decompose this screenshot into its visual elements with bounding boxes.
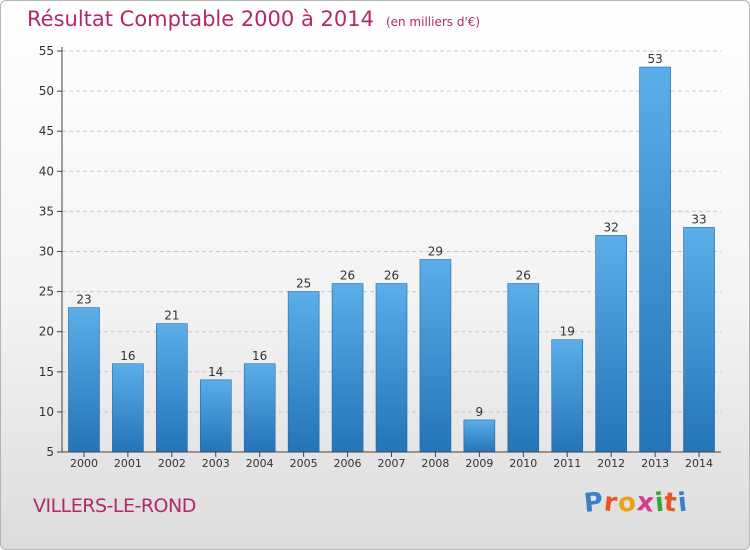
data-label: 26	[516, 269, 531, 283]
chart-title: Résultat Comptable 2000 à 2014 (en millie…	[27, 7, 480, 31]
data-label: 9	[476, 405, 484, 419]
bar	[375, 283, 408, 453]
x-tick-label: 2011	[553, 457, 581, 470]
proxiti-logo: Proxiti	[582, 487, 690, 519]
bar	[287, 291, 320, 453]
data-label: 14	[208, 365, 223, 379]
y-tick-label: 40	[39, 164, 54, 178]
x-tick-label: 2001	[114, 457, 142, 470]
bar	[595, 235, 627, 453]
bar	[112, 363, 144, 453]
y-tick-label: 55	[39, 44, 54, 58]
data-label: 16	[120, 349, 135, 363]
bar	[507, 283, 540, 453]
data-label: 26	[340, 269, 355, 283]
data-label: 26	[384, 269, 399, 283]
commune-name: VILLERS-LE-ROND	[33, 495, 196, 517]
data-label: 16	[252, 349, 267, 363]
bar	[199, 379, 232, 453]
y-tick-label: 20	[39, 325, 54, 339]
x-tick-label: 2005	[290, 457, 318, 470]
data-label: 21	[164, 309, 179, 323]
data-label: 25	[296, 277, 311, 291]
bar	[639, 66, 671, 453]
data-label: 53	[647, 52, 662, 66]
y-tick-label: 5	[46, 445, 54, 459]
bar	[156, 323, 188, 453]
x-tick-label: 2012	[597, 457, 625, 470]
logo-letter: i	[676, 487, 690, 519]
bar	[331, 283, 364, 453]
x-tick-label: 2009	[465, 457, 493, 470]
y-tick-label: 45	[39, 124, 54, 138]
data-label: 23	[76, 293, 91, 307]
y-tick-label: 35	[39, 204, 54, 218]
bar	[683, 227, 715, 453]
x-tick-label: 2007	[378, 457, 406, 470]
y-tick-label: 15	[39, 365, 54, 379]
title-text: Résultat Comptable 2000 à 2014	[27, 7, 374, 31]
bar	[463, 419, 496, 453]
bar	[551, 339, 584, 453]
data-label: 32	[604, 220, 619, 234]
data-label: 33	[691, 212, 706, 226]
x-tick-label: 2002	[158, 457, 186, 470]
data-label: 29	[428, 245, 443, 259]
y-tick-label: 10	[39, 405, 54, 419]
x-tick-label: 2008	[421, 457, 449, 470]
data-label: 19	[560, 325, 575, 339]
x-tick-label: 2004	[246, 457, 274, 470]
x-tick-label: 2010	[509, 457, 537, 470]
bar	[419, 259, 452, 453]
x-tick-label: 2003	[202, 457, 230, 470]
y-tick-label: 25	[39, 285, 54, 299]
y-tick-label: 30	[39, 245, 54, 259]
bar	[243, 363, 276, 453]
x-tick-label: 2000	[70, 457, 98, 470]
x-tick-label: 2006	[334, 457, 362, 470]
x-tick-label: 2013	[641, 457, 669, 470]
chart-subtitle: (en milliers d'€)	[385, 15, 481, 29]
x-tick-label: 2014	[685, 457, 713, 470]
y-tick-label: 50	[39, 84, 54, 98]
bar	[68, 307, 100, 453]
